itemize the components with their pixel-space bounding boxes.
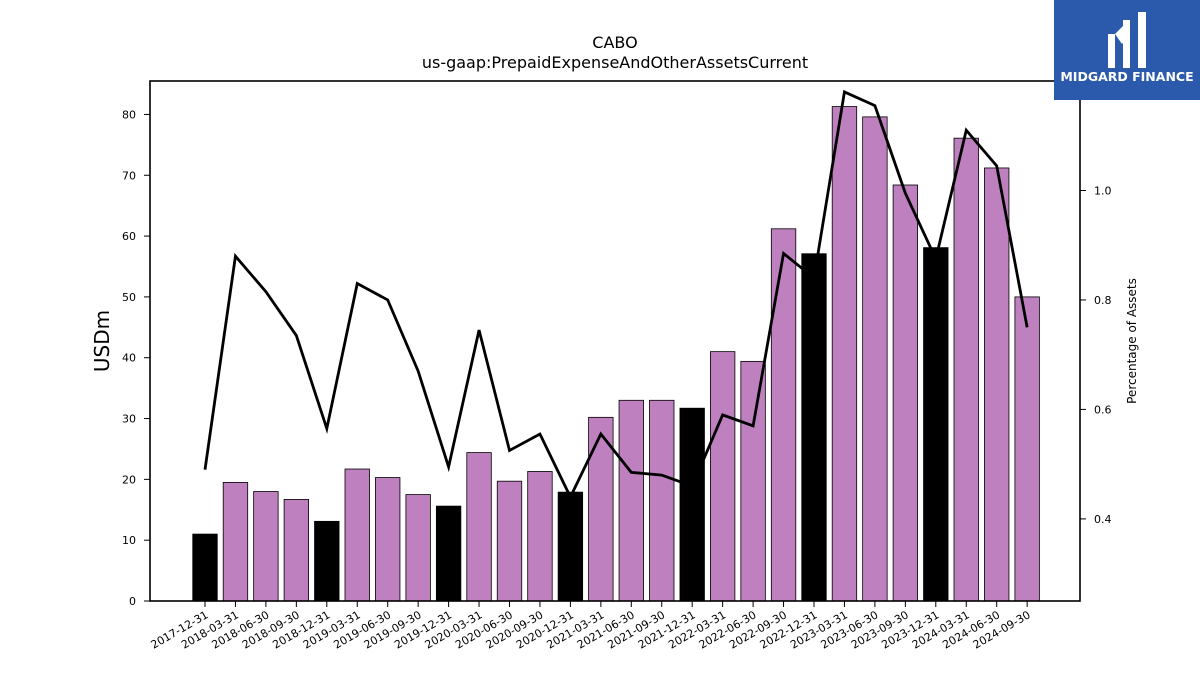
bar-2023-06-30 [862, 116, 888, 602]
bar-2019-03-31 [344, 468, 370, 602]
bar-2020-03-31 [466, 452, 492, 602]
logo-text: MIDGARD FINANCE [1060, 69, 1193, 84]
y-tick-label: 30 [122, 413, 136, 426]
bar-2018-09-30 [283, 499, 310, 602]
bar-2023-03-31 [831, 106, 858, 602]
bar-2022-03-31 [710, 351, 736, 602]
midgard-logo: MIDGARD FINANCE [1054, 0, 1200, 100]
y-axis-label: USDm [90, 310, 114, 372]
bar-2019-09-30 [405, 494, 431, 602]
x-axis: 2017-12-312018-03-312018-06-302018-09-30… [149, 601, 1033, 652]
bar-2019-12-31 [435, 505, 462, 602]
bar-2021-09-30 [649, 399, 675, 602]
y2-tick-label: 1.0 [1094, 184, 1112, 197]
bar-2022-12-31 [801, 253, 827, 602]
y-tick-label: 70 [122, 169, 136, 182]
y2-tick-label: 0.6 [1094, 403, 1112, 416]
bar-2020-06-30 [496, 480, 523, 602]
bar-2020-12-31 [557, 491, 584, 602]
plot-frame [149, 80, 1081, 602]
y-tick-label: 0 [129, 595, 136, 608]
bar-2022-06-30 [740, 360, 766, 602]
y-tick-label: 20 [122, 473, 136, 486]
y-tick-label: 40 [122, 352, 136, 365]
bar-2022-09-30 [770, 228, 797, 602]
y-tick-label: 10 [122, 534, 136, 547]
bar-2023-09-30 [892, 184, 918, 602]
bar-2019-06-30 [375, 477, 401, 602]
chart-subtitle: us-gaap:PrepaidExpenseAndOtherAssetsCurr… [422, 53, 808, 72]
y2-tick-label: 0.4 [1094, 513, 1112, 526]
y-axis-left: 0 10 20 30 40 50 60 70 80 [122, 108, 150, 608]
bar-2021-12-31 [679, 407, 705, 602]
y-axis-right: 0.4 0.6 0.8 1.0 [1080, 184, 1112, 526]
bar-2018-12-31 [314, 520, 340, 602]
chart-title: CABO [592, 33, 637, 52]
bar-2018-03-31 [222, 481, 249, 602]
bar-2018-06-30 [253, 491, 279, 602]
y-tick-label: 60 [122, 230, 136, 243]
bar-2024-06-30 [984, 167, 1010, 602]
midgard-logo-mark-icon [1108, 12, 1146, 68]
y2-tick-label: 0.8 [1094, 294, 1112, 307]
y-tick-label: 80 [122, 108, 136, 121]
bar-2017-12-31 [192, 533, 218, 602]
y-tick-label: 50 [122, 291, 136, 304]
percent-series [203, 89, 1029, 501]
bar-2024-09-30 [1014, 296, 1040, 602]
y2-axis-label: Percentage of Assets [1125, 278, 1139, 404]
bar-2021-06-30 [618, 399, 644, 602]
percent-line [203, 89, 1029, 501]
bar-2024-03-31 [953, 137, 979, 602]
bar-2023-12-31 [923, 247, 949, 602]
bar-2020-09-30 [527, 471, 553, 602]
bar-series [192, 106, 1040, 602]
